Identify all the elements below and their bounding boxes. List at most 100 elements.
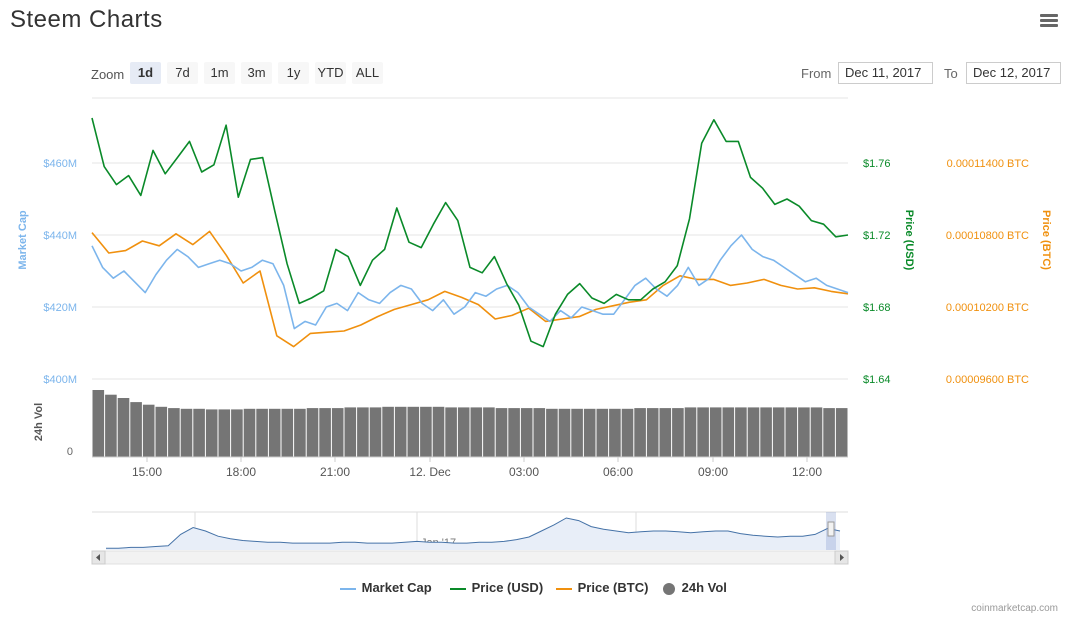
price-usd-line xyxy=(91,117,849,348)
volume-bar xyxy=(672,408,684,457)
volume-bar xyxy=(709,407,722,457)
navigator-line xyxy=(106,517,841,549)
volume-bar xyxy=(243,408,256,457)
volume-bar xyxy=(331,408,344,457)
volume-bar xyxy=(760,407,772,457)
volume-bar xyxy=(621,408,634,457)
legend-market-cap-label: Market Cap xyxy=(361,580,432,595)
price-btc-tick: 0.00009600 BTC xyxy=(946,374,1029,386)
legend-volume-swatch xyxy=(663,582,675,595)
scroll-left-icon xyxy=(96,554,100,561)
zoom-label: Zoom xyxy=(91,67,125,82)
volume-bar xyxy=(168,408,180,457)
price-btc-tick: 0.00011400 BTC xyxy=(947,158,1029,170)
volume-bar xyxy=(432,406,445,458)
market-cap-tick: $460M xyxy=(43,158,77,170)
legend-volume[interactable]: 24h Vol xyxy=(662,580,727,596)
from-label: From xyxy=(801,66,832,81)
legend-price-btc-label: Price (BTC) xyxy=(577,580,649,595)
volume-bar xyxy=(609,408,621,457)
zoom-1m-button[interactable]: 1m xyxy=(204,62,235,84)
price-btc-tick: 0.00010800 BTC xyxy=(946,230,1029,242)
volume-bar xyxy=(142,404,155,457)
scroll-right-icon xyxy=(840,554,844,561)
volume-bar xyxy=(155,406,168,458)
volume-bar xyxy=(268,408,281,457)
volume-bar xyxy=(634,408,646,457)
volume-bar xyxy=(457,407,470,457)
volume-bar xyxy=(281,408,294,457)
x-tick-label: 15:00 xyxy=(132,465,162,479)
grid-lines xyxy=(92,97,848,380)
volume-bar xyxy=(533,408,546,457)
volume-bar xyxy=(256,408,268,457)
axis-labels: $400M $420M $440M $460M $1.64 $1.68 $1.72 $1.76… xyxy=(17,158,1052,479)
volume-bar xyxy=(180,408,193,457)
price-usd-tick: $1.76 xyxy=(863,158,891,170)
x-tick-label: 03:00 xyxy=(509,465,539,479)
volume-bar xyxy=(571,408,583,457)
zoom-1d-button[interactable]: 1d xyxy=(130,62,161,84)
volume-bar xyxy=(810,407,823,457)
legend-market-cap[interactable]: Market Cap xyxy=(340,580,432,595)
volume-bar xyxy=(105,394,117,457)
volume-bar xyxy=(558,408,571,457)
volume-bar xyxy=(357,407,369,457)
legend-market-cap-swatch xyxy=(340,587,356,590)
to-label: To xyxy=(944,66,958,81)
volume-bar xyxy=(420,406,432,458)
volume-bar xyxy=(445,407,457,457)
volume-bar xyxy=(130,402,142,457)
x-tick-label: 12:00 xyxy=(792,465,822,479)
x-tick-label: 21:00 xyxy=(320,465,350,479)
volume-bar xyxy=(508,408,520,457)
zoom-ytd-button[interactable]: YTD xyxy=(315,62,346,84)
volume-axis-title: 24h Vol xyxy=(33,403,45,441)
volume-bar xyxy=(407,406,420,458)
volume-bar xyxy=(319,408,331,457)
volume-bar xyxy=(394,406,407,458)
volume-bar xyxy=(735,407,747,457)
legend-price-btc[interactable]: Price (BTC) xyxy=(556,580,648,595)
price-usd-tick: $1.64 xyxy=(863,374,891,386)
zoom-all-button[interactable]: ALL xyxy=(352,62,383,84)
volume-bar xyxy=(382,406,394,458)
navigator-scrollbar xyxy=(91,550,849,565)
volume-bar xyxy=(495,408,508,457)
price-btc-tick: 0.00010200 BTC xyxy=(946,302,1029,314)
volume-bar xyxy=(306,408,319,457)
price-usd-axis-title: Price (USD) xyxy=(903,210,915,271)
navigator-handle xyxy=(827,521,835,537)
price-usd-tick: $1.68 xyxy=(863,302,891,314)
volume-bar xyxy=(835,408,848,457)
x-tick-label: 09:00 xyxy=(698,465,728,479)
volume-bar xyxy=(520,408,533,457)
series-lines xyxy=(91,117,849,348)
zoom-3m-button[interactable]: 3m xyxy=(241,62,272,84)
zoom-1y-button[interactable]: 1y xyxy=(278,62,309,84)
volume-bar xyxy=(583,408,596,457)
legend-price-usd[interactable]: Price (USD) xyxy=(450,580,543,595)
menu-icon[interactable] xyxy=(1040,14,1058,28)
volume-bar xyxy=(772,407,785,457)
volume-bar xyxy=(747,407,760,457)
navigator: Jul '16Jan '17Jul '17 xyxy=(91,511,849,565)
volume-bar xyxy=(193,408,205,457)
volume-bar xyxy=(294,408,306,457)
to-date-input[interactable]: Dec 12, 2017 xyxy=(966,62,1061,84)
legend-volume-label: 24h Vol xyxy=(681,580,727,595)
price-btc-axis-title: Price (BTC) xyxy=(1040,210,1052,270)
volume-bar xyxy=(823,408,835,457)
volume-bar xyxy=(92,390,105,457)
volume-bar xyxy=(546,408,558,457)
from-date-input[interactable]: Dec 11, 2017 xyxy=(838,62,933,84)
credit-link[interactable]: coinmarketcap.com xyxy=(971,603,1058,614)
market-cap-axis-title: Market Cap xyxy=(17,210,29,270)
market-cap-tick: $420M xyxy=(43,302,77,314)
volume-bar xyxy=(659,408,672,457)
zoom-7d-button[interactable]: 7d xyxy=(167,62,198,84)
volume-bar xyxy=(722,407,735,457)
volume-bars xyxy=(92,390,848,458)
price-usd-tick: $1.72 xyxy=(863,230,891,242)
